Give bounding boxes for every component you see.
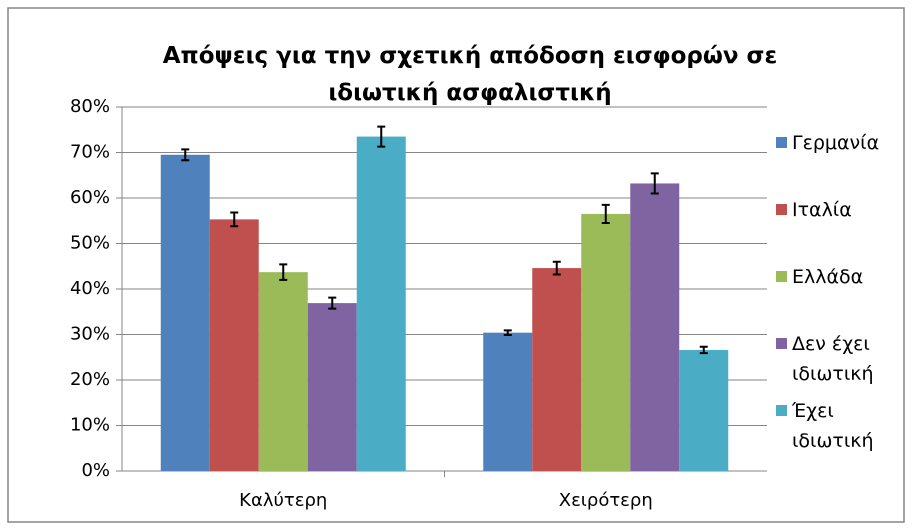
bar	[630, 183, 680, 471]
error-bar	[699, 345, 708, 355]
error-bar	[601, 203, 610, 225]
bar	[258, 272, 308, 471]
legend-entry: Ιταλία	[776, 195, 906, 262]
y-tick-label: 20%	[70, 369, 110, 390]
y-tick-label: 30%	[70, 324, 110, 345]
bar	[483, 332, 533, 471]
legend: Γερμανία Ιταλία Ελλάδα Δεν έχει ιδιωτική Έχε…	[776, 128, 906, 463]
legend-label: Γερμανία	[792, 132, 880, 154]
error-bar	[181, 148, 190, 162]
legend-label: Έχει ιδιωτική	[792, 400, 874, 452]
legend-swatch	[776, 204, 787, 215]
chart-border	[7, 7, 905, 523]
bar	[581, 213, 631, 472]
legend-label: Ελλάδα	[792, 266, 864, 288]
y-tick-label: 40%	[70, 278, 110, 299]
error-bar	[279, 263, 288, 281]
legend-label: Ιταλία	[792, 199, 852, 221]
bar	[532, 268, 582, 471]
legend-swatch	[776, 405, 787, 416]
y-tick-label: 10%	[70, 415, 110, 436]
legend-label: Δεν έχει ιδιωτική	[792, 333, 874, 385]
legend-swatch	[776, 137, 787, 148]
legend-entry: Γερμανία	[776, 128, 906, 195]
chart-title: Απόψεις για την σχετική απόδοση εισφορών…	[162, 43, 778, 106]
bar	[356, 136, 406, 471]
y-tick-label: 0%	[81, 460, 110, 481]
bar	[160, 154, 210, 471]
error-bar	[650, 172, 659, 195]
legend-swatch	[776, 271, 787, 282]
x-tick-label: Χειρότερη	[559, 490, 653, 511]
error-bar	[328, 296, 337, 310]
error-bar	[230, 211, 239, 228]
legend-entry: Ελλάδα	[776, 262, 906, 329]
x-tick-label: Καλύτερη	[239, 490, 327, 511]
bar	[679, 349, 729, 471]
legend-swatch	[776, 338, 787, 349]
y-tick-label: 60%	[70, 187, 110, 208]
legend-entry: Δεν έχει ιδιωτική	[776, 329, 906, 396]
y-tick-label: 80%	[70, 96, 110, 117]
error-bar	[552, 260, 561, 276]
error-bar	[503, 329, 512, 336]
error-bar	[377, 125, 386, 148]
legend-entry: Έχει ιδιωτική	[776, 396, 906, 463]
y-tick-label: 50%	[70, 233, 110, 254]
y-tick-label: 70%	[70, 142, 110, 163]
bar	[209, 219, 259, 471]
bar	[307, 303, 357, 471]
